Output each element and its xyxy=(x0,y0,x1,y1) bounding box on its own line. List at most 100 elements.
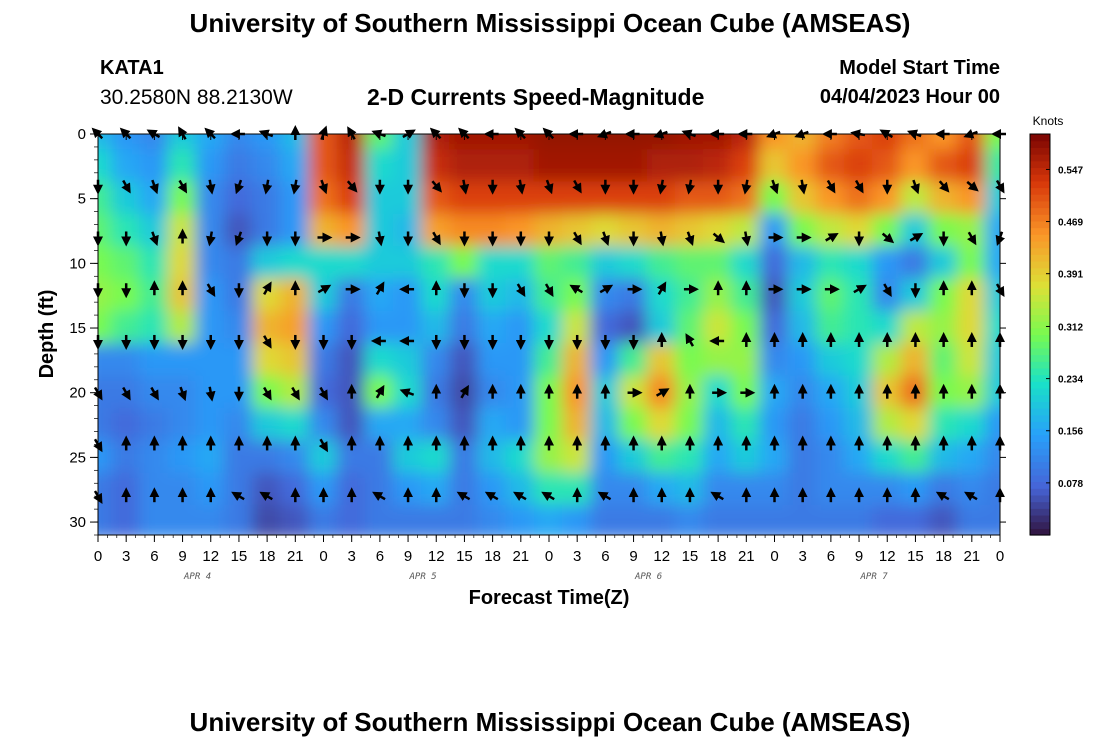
heatmap-cell xyxy=(167,407,198,443)
heatmap-cell xyxy=(562,407,593,443)
colorbar-segment xyxy=(1030,154,1050,162)
heatmap-cell xyxy=(392,149,424,184)
heatmap-cell xyxy=(98,343,114,378)
heatmap-cell xyxy=(843,407,875,443)
heatmap-cell xyxy=(195,504,226,535)
current-arrow xyxy=(205,179,216,195)
colorbar-segment xyxy=(1030,247,1050,255)
heatmap-cell xyxy=(167,504,198,535)
heatmap-cell xyxy=(533,472,565,507)
y-tick-label: 0 xyxy=(78,126,86,143)
heatmap-cell xyxy=(336,343,367,378)
current-arrow xyxy=(910,179,920,195)
current-arrow xyxy=(121,179,131,194)
current-arrow xyxy=(599,284,614,295)
heatmap-cell xyxy=(843,149,875,184)
heatmap-cell xyxy=(956,504,987,535)
heatmap-cell xyxy=(308,504,339,535)
current-arrow xyxy=(544,283,554,298)
heatmap-cell xyxy=(787,504,818,535)
colorbar-segment xyxy=(1030,207,1050,215)
model-start-value: 04/04/2023 Hour 00 xyxy=(819,86,1000,108)
current-arrow xyxy=(262,335,272,349)
heatmap-cell xyxy=(562,504,593,535)
heatmap-cell xyxy=(111,504,142,535)
heatmap-cell xyxy=(280,407,311,443)
heatmap-cell xyxy=(421,343,452,378)
colorbar-segment xyxy=(1030,240,1050,249)
heatmap-cell xyxy=(872,246,903,281)
heatmap-cell xyxy=(533,149,565,184)
x-tick-label: 0 xyxy=(319,548,327,565)
heatmap-cell xyxy=(731,149,762,184)
heatmap-cell xyxy=(195,246,226,281)
heatmap-cell xyxy=(421,134,452,152)
colorbar-segment xyxy=(1030,267,1050,275)
heatmap-cell xyxy=(477,407,508,443)
heatmap-cell xyxy=(533,407,565,443)
heatmap-cell xyxy=(759,343,790,378)
colorbar-segment xyxy=(1030,448,1050,456)
heatmap-cell xyxy=(815,149,846,184)
x-tick-label: 12 xyxy=(879,548,896,565)
colorbar-segment xyxy=(1030,294,1050,302)
currents-heatmap-chart: 0 3 6 9 12 15 18 21 0 3 6 9 12 15 18 21 0 3 6 9 12 15 18 21 0 3 6 9… xyxy=(36,114,1083,609)
y-axis-label: Depth (ft) xyxy=(36,290,58,379)
heatmap-cell xyxy=(252,149,283,184)
colorbar-segment xyxy=(1030,274,1050,282)
current-arrow xyxy=(741,179,752,195)
heatmap-cell xyxy=(956,149,987,184)
x-tick-label: 15 xyxy=(682,548,699,565)
heatmap-cell xyxy=(533,134,565,152)
colorbar-tick-label: 0.156 xyxy=(1058,427,1083,438)
heatmap-cell xyxy=(956,246,987,281)
current-arrow xyxy=(259,491,273,502)
heatmap-cell xyxy=(364,246,395,281)
colorbar-segment xyxy=(1030,508,1050,516)
current-arrow xyxy=(825,232,839,243)
heatmap-cell xyxy=(618,407,649,443)
colorbar-segment xyxy=(1030,414,1050,422)
heatmap-cell xyxy=(223,407,255,443)
heatmap-cell xyxy=(843,504,875,535)
heatmap-cell xyxy=(98,375,114,410)
heatmap-cell xyxy=(364,407,395,443)
heatmap-cell xyxy=(674,213,706,249)
heatmap-cell xyxy=(815,278,846,313)
y-tick-label: 30 xyxy=(69,514,86,531)
colorbar-segment xyxy=(1030,521,1050,529)
current-arrow xyxy=(572,179,582,194)
colorbar-tick-label: 0.078 xyxy=(1058,479,1083,490)
heatmap-cell xyxy=(674,149,706,184)
y-tick-label: 20 xyxy=(69,385,86,402)
colorbar-segment xyxy=(1030,167,1050,175)
heatmap-cell xyxy=(449,149,480,184)
heatmap-cell xyxy=(280,134,311,152)
current-arrow xyxy=(290,386,300,401)
heatmap-cell xyxy=(900,343,931,378)
heatmap-cell xyxy=(843,278,875,313)
heatmap-cell xyxy=(336,278,367,313)
current-arrow xyxy=(262,179,273,195)
heatmap-cell xyxy=(674,246,706,281)
heatmap-cell xyxy=(984,343,1000,378)
heatmap-cell xyxy=(223,472,255,507)
heatmap-cell xyxy=(98,310,114,346)
heatmap-cell xyxy=(477,504,508,535)
heatmap-cell xyxy=(449,134,480,152)
current-arrow xyxy=(234,231,244,246)
current-arrow xyxy=(685,179,696,195)
heatmap-cell xyxy=(900,246,931,281)
heatmap-cell xyxy=(533,343,565,378)
x-tick-label: 0 xyxy=(545,548,553,565)
heatmap-cell xyxy=(984,246,1000,281)
current-arrow xyxy=(318,386,329,401)
colorbar-segment xyxy=(1030,200,1050,209)
heatmap-cell xyxy=(928,504,959,535)
heatmap-cell xyxy=(590,213,621,249)
heatmap-cell xyxy=(167,343,198,378)
colorbar-tick-label: 0.234 xyxy=(1058,375,1083,386)
current-arrow xyxy=(459,179,470,195)
heatmap-cell xyxy=(505,343,536,378)
heatmap-cell xyxy=(223,504,255,535)
